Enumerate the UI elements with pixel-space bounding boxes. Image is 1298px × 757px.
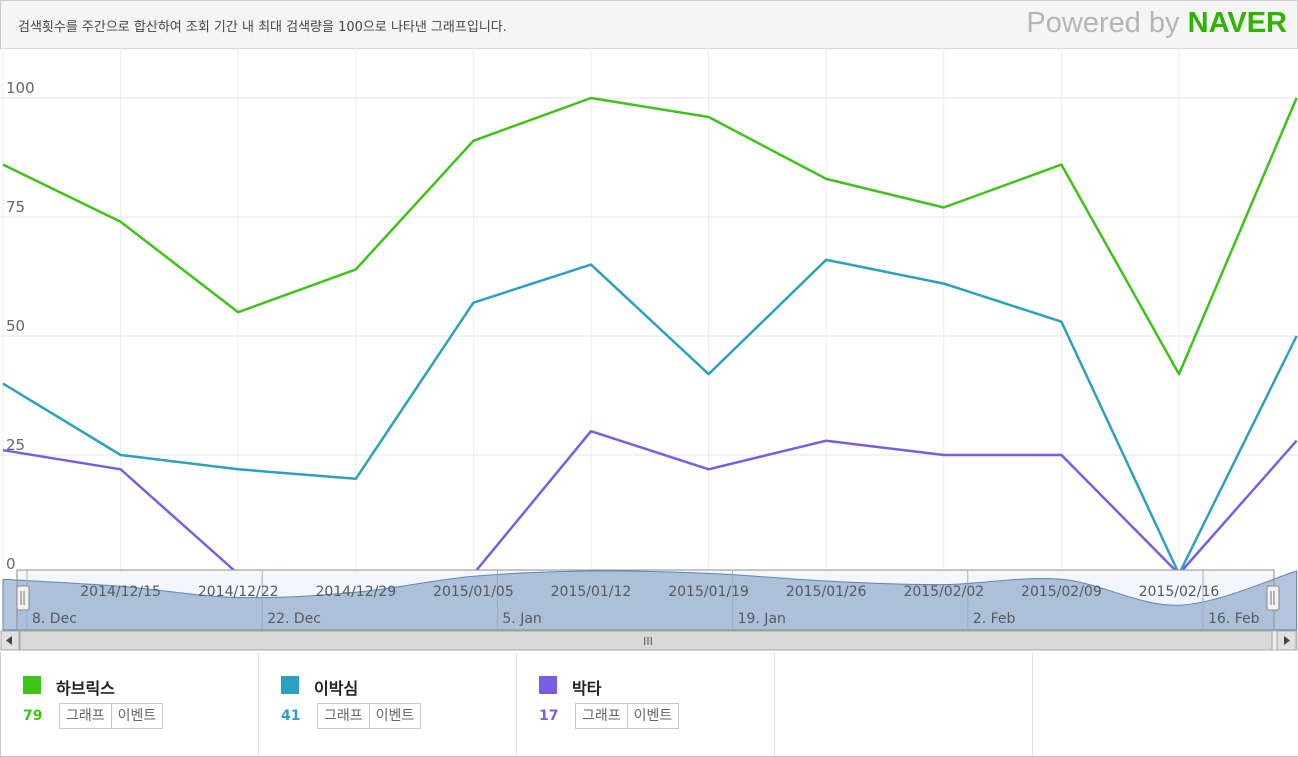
y-tick-label: 75 — [6, 198, 25, 216]
navigator-label: 5. Jan — [502, 611, 541, 627]
legend-series-value: 79 — [23, 708, 43, 724]
x-tick-label: 2015/02/02 — [903, 584, 984, 600]
series-line[interactable] — [2, 96, 1298, 376]
y-tick-label: 100 — [6, 79, 35, 97]
series-line[interactable] — [2, 429, 1298, 576]
y-tick-label: 50 — [6, 317, 25, 335]
legend-item-bakta: 박타 17 그래프 이벤트 — [517, 652, 775, 756]
legend-empty-cell — [1033, 652, 1290, 756]
series-line[interactable] — [2, 258, 1298, 576]
legend-button-group: 그래프 이벤트 — [575, 703, 680, 729]
powered-by-text: Powered by — [1026, 7, 1180, 39]
event-toggle-button[interactable]: 이벤트 — [111, 703, 164, 729]
legend-swatch — [281, 676, 299, 694]
legend-empty-cell — [775, 652, 1033, 756]
event-toggle-button[interactable]: 이벤트 — [627, 703, 680, 729]
x-tick-label: 2015/01/26 — [786, 584, 867, 600]
legend-button-group: 그래프 이벤트 — [317, 703, 422, 729]
navigator-label: 16. Feb — [1208, 611, 1260, 627]
navigator-label: 2. Feb — [973, 611, 1016, 627]
navigator-label: 8. Dec — [32, 611, 77, 627]
graph-toggle-button[interactable]: 그래프 — [575, 703, 628, 729]
navigator-left-handle[interactable] — [16, 585, 30, 611]
chart-description: 검색횟수를 주간으로 합산하여 조회 기간 내 최대 검색량을 100으로 나타… — [18, 20, 507, 35]
x-tick-label: 2015/01/19 — [668, 584, 749, 600]
event-toggle-button[interactable]: 이벤트 — [369, 703, 422, 729]
scrollbar-thumb[interactable] — [19, 630, 1273, 651]
arrow-right-icon — [1284, 636, 1290, 645]
legend-swatch — [23, 676, 41, 694]
chart-header: 검색횟수를 주간으로 합산하여 조회 기간 내 최대 검색량을 100으로 나타… — [0, 0, 1298, 49]
x-tick-label: 2015/01/05 — [433, 584, 514, 600]
x-tick-label: 2014/12/15 — [80, 584, 161, 600]
graph-toggle-button[interactable]: 그래프 — [59, 703, 112, 729]
x-tick-label: 2015/02/09 — [1021, 584, 1102, 600]
y-tick-label: 25 — [6, 436, 25, 454]
navigator-label: 19. Jan — [738, 611, 786, 627]
y-tick-label: 0 — [6, 555, 16, 573]
legend-series-name: 이박심 — [314, 679, 359, 698]
scrollbar[interactable]: III — [0, 630, 1298, 651]
naver-brand-text: NAVER — [1187, 7, 1287, 39]
x-tick-label: 2015/02/16 — [1139, 584, 1220, 600]
x-tick-label: 2015/01/12 — [551, 584, 632, 600]
legend-item-habrix: 하브릭스 79 그래프 이벤트 — [1, 652, 259, 756]
navigator-right-handle[interactable] — [1266, 585, 1280, 611]
legend-button-group: 그래프 이벤트 — [59, 703, 164, 729]
navigator-label: 22. Dec — [267, 611, 321, 627]
navigator-selection[interactable] — [16, 569, 1275, 631]
arrow-left-icon — [6, 636, 12, 645]
legend-series-value: 17 — [539, 708, 559, 724]
navigator[interactable]: 8. Dec22. Dec5. Jan19. Jan2. Feb16. Feb … — [0, 569, 1298, 634]
legend-swatch — [539, 676, 557, 694]
naver-logo: Powered by NAVER — [1026, 7, 1287, 40]
x-tick-label: 2014/12/29 — [315, 584, 396, 600]
line-chart: 0 25 50 75 100 8. Dec 22. Dec 5. Jan 19. Jan 2. … — [0, 48, 1298, 651]
navigator-area — [2, 570, 1298, 631]
graph-toggle-button[interactable]: 그래프 — [317, 703, 370, 729]
legend-series-name: 박타 — [572, 679, 602, 698]
legend-series-value: 41 — [281, 708, 301, 724]
legend-item-ibaksim: 이박심 41 그래프 이벤트 — [259, 652, 517, 756]
x-tick-label: 2014/12/22 — [198, 584, 279, 600]
legend-series-name: 하브릭스 — [56, 679, 115, 698]
scrollbar-grip: III — [643, 635, 653, 648]
legend: 하브릭스 79 그래프 이벤트 이박심 41 그래프 이벤트 박타 17 그래프… — [0, 652, 1298, 757]
